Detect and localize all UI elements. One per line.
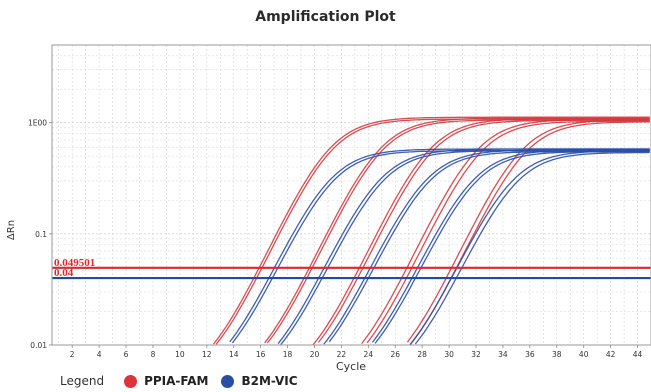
legend: Legend PPIA-FAM B2M-VIC <box>60 371 311 391</box>
legend-item-ppia-fam[interactable]: PPIA-FAM <box>124 374 208 388</box>
y-axis-label: ΔRn <box>6 220 17 240</box>
x-tick-label: 8 <box>151 350 156 359</box>
threshold-label-1: 0.049501 <box>54 257 95 269</box>
x-tick-label: 40 <box>579 350 589 359</box>
x-tick-label: 38 <box>552 350 562 359</box>
y-tick-label: 1E00 <box>28 119 47 128</box>
curve-b2m-vic-7 <box>371 149 650 343</box>
x-tick-label: 16 <box>256 350 266 359</box>
curve-b2m-vic-3 <box>277 148 650 345</box>
curve-layer <box>212 116 650 346</box>
x-tick-label: 30 <box>444 350 454 359</box>
curve-b2m-vic-5 <box>323 149 650 345</box>
x-tick-label: 12 <box>202 350 212 359</box>
x-tick-label: 34 <box>498 350 508 359</box>
curve-b2m-vic-1 <box>229 148 650 343</box>
x-tick-label: 10 <box>175 350 185 359</box>
y-tick-label: 0.1 <box>35 230 47 239</box>
x-tick-label: 24 <box>364 350 374 359</box>
legend-swatch-b2m-vic <box>221 374 235 388</box>
legend-item-b2m-vic[interactable]: B2M-VIC <box>221 374 298 388</box>
x-tick-label: 6 <box>124 350 129 359</box>
x-tick-label: 32 <box>471 350 481 359</box>
curve-ppia-fam-7 <box>361 118 650 344</box>
x-tick-label: 22 <box>337 350 347 359</box>
curve-b2m-vic-2 <box>231 150 650 344</box>
curve-ppia-fam-5 <box>312 117 650 346</box>
curve-ppia-fam-6 <box>317 119 650 343</box>
x-tick-label: 42 <box>606 350 616 359</box>
tick-layer: 2 4 6 8 10 12 14 16 18 20 22 24 26 28 30 32 34 36 38 40 42 44… <box>28 119 643 359</box>
threshold-label-2: 0.04 <box>54 267 74 279</box>
x-tick-label: 4 <box>97 350 102 359</box>
x-tick-label: 36 <box>525 350 535 359</box>
x-tick-label: 28 <box>417 350 427 359</box>
plot-frame <box>51 44 651 346</box>
curve-ppia-fam-8 <box>366 120 650 344</box>
x-tick-label: 18 <box>283 350 293 359</box>
curve-ppia-fam-9 <box>406 119 650 343</box>
x-tick-label: 2 <box>70 350 75 359</box>
x-tick-label: 44 <box>633 350 643 359</box>
curve-b2m-vic-4 <box>280 150 650 345</box>
curve-b2m-vic-9 <box>409 150 650 345</box>
legend-label-ppia-fam: PPIA-FAM <box>144 374 209 388</box>
curve-b2m-vic-10 <box>414 151 650 345</box>
x-tick-label: 20 <box>310 350 320 359</box>
legend-label-b2m-vic: B2M-VIC <box>241 374 298 388</box>
legend-swatch-ppia-fam <box>124 374 138 388</box>
x-tick-label: 14 <box>229 350 239 359</box>
curve-ppia-fam-1 <box>212 116 650 345</box>
y-tick-label: 0.01 <box>30 341 47 350</box>
legend-title: Legend <box>60 374 105 388</box>
chart-title: Amplification Plot <box>255 9 396 25</box>
x-tick-label: 26 <box>390 350 400 359</box>
grid-layer <box>52 45 651 345</box>
x-axis-label: Cycle <box>336 360 366 373</box>
